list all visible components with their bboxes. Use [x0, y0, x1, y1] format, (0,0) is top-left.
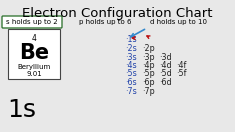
- FancyBboxPatch shape: [2, 16, 62, 28]
- Text: ·2s: ·2s: [125, 44, 137, 53]
- Text: ·4d: ·4d: [159, 61, 172, 70]
- Text: ·6p: ·6p: [142, 78, 155, 87]
- Text: Beryllium: Beryllium: [17, 64, 51, 70]
- Text: Electron Configuration Chart: Electron Configuration Chart: [22, 7, 212, 20]
- Text: 1s: 1s: [8, 98, 36, 122]
- Text: d holds up to 10: d holds up to 10: [149, 19, 207, 25]
- Text: ·3s: ·3s: [125, 53, 137, 62]
- Text: 9.01: 9.01: [26, 71, 42, 77]
- Text: s holds up to 2: s holds up to 2: [6, 19, 58, 25]
- Text: ·2p: ·2p: [142, 44, 155, 53]
- Text: ·6s: ·6s: [125, 78, 137, 87]
- Text: ·7s: ·7s: [125, 86, 137, 95]
- Text: ·6d: ·6d: [159, 78, 172, 87]
- Text: p holds up to 6: p holds up to 6: [79, 19, 131, 25]
- Text: ·4s: ·4s: [125, 61, 137, 70]
- Text: Be: Be: [19, 43, 49, 63]
- Text: ·3p: ·3p: [142, 53, 155, 62]
- Text: ·7p: ·7p: [142, 86, 155, 95]
- Text: ·5d: ·5d: [159, 70, 172, 79]
- Text: ·4p: ·4p: [142, 61, 155, 70]
- Text: ·3d: ·3d: [159, 53, 172, 62]
- Text: ·5p: ·5p: [142, 70, 155, 79]
- Text: ·4f: ·4f: [176, 61, 186, 70]
- Bar: [8, 29, 60, 79]
- Text: 4: 4: [31, 34, 36, 43]
- Text: ·5s: ·5s: [125, 70, 137, 79]
- Text: ·5f: ·5f: [176, 70, 187, 79]
- Text: ·1s: ·1s: [125, 36, 137, 44]
